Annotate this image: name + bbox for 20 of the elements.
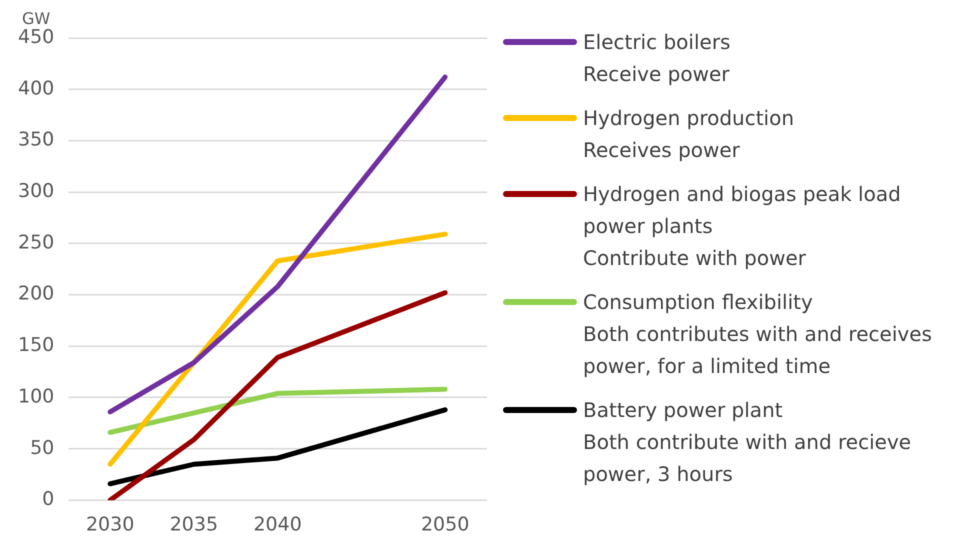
y-axis-title: GW xyxy=(22,9,50,28)
y-tick-label: 200 xyxy=(18,282,54,305)
x-tick-label: 2035 xyxy=(170,514,218,536)
legend-label: Consumption flexibility Both contributes with and receives power, for a limited time xyxy=(583,289,933,380)
x-tick-label: 2040 xyxy=(253,514,302,536)
x-tick-label: 2050 xyxy=(420,514,470,536)
y-tick-label: 150 xyxy=(18,334,54,356)
y-tick-label: 50 xyxy=(30,436,54,459)
y-tick-label: 350 xyxy=(18,128,54,151)
legend-label: Hydrogen production Receives power xyxy=(583,105,794,164)
y-tick-label: 250 xyxy=(18,231,54,254)
y-tick-label: 400 xyxy=(18,77,54,100)
y-tick-label: 100 xyxy=(18,385,54,408)
legend-label: Battery power plant Both contribute with and recieve power, 3 hours xyxy=(583,397,912,488)
y-tick-label: 0 xyxy=(42,488,54,510)
y-tick-label: 300 xyxy=(18,180,54,202)
y-tick-label: 450 xyxy=(18,26,54,48)
legend-label: Hydrogen and biogas peak load power plants Contribute with power xyxy=(583,181,902,272)
x-tick-label: 2030 xyxy=(86,514,134,536)
legend-label: Electric boilers Receive power xyxy=(583,29,730,88)
